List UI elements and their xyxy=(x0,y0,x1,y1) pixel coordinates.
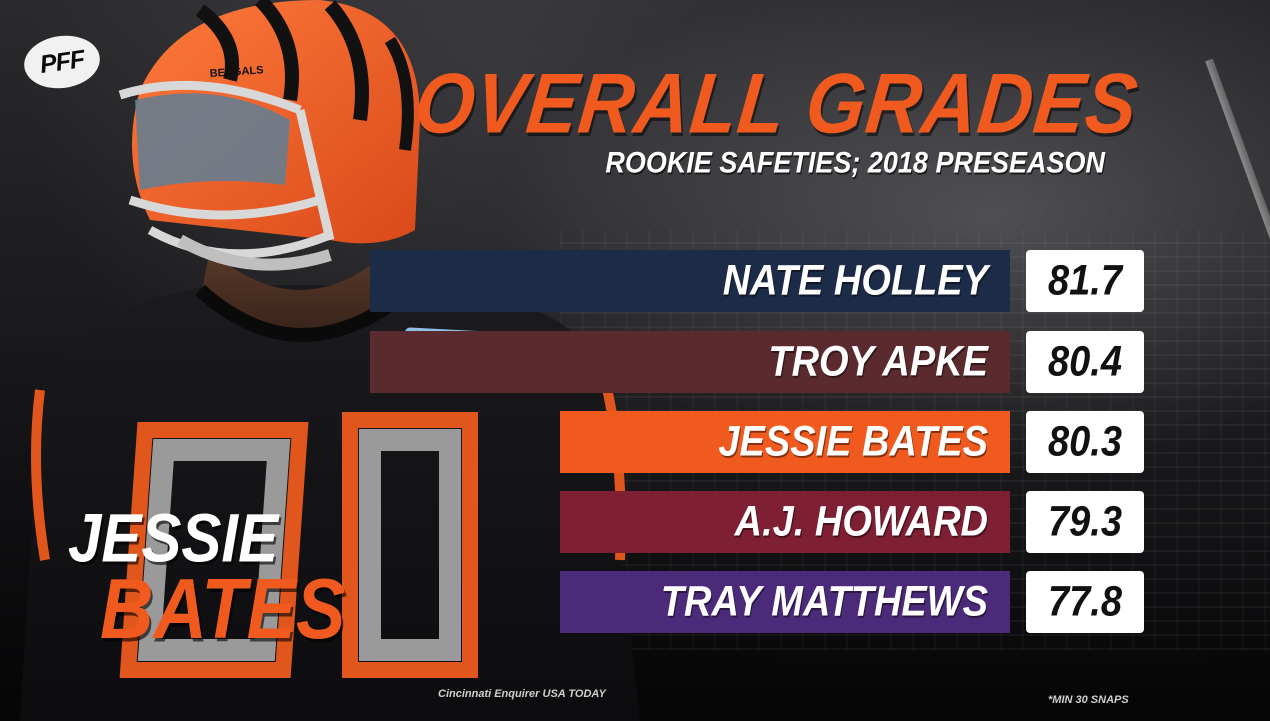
ranking-grade-4: 79.3 xyxy=(1026,491,1144,553)
featured-last-name: BATES xyxy=(100,561,346,657)
footnote: *MIN 30 SNAPS xyxy=(1048,694,1129,706)
ranking-bar-2: TROY APKE xyxy=(370,331,1010,393)
pff-logo-text: PFF xyxy=(38,44,86,79)
neck xyxy=(200,250,400,330)
ranking-name-1: NATE HOLLEY xyxy=(722,256,988,304)
ranking-grade-2: 80.4 xyxy=(1026,331,1144,393)
visor xyxy=(135,93,290,190)
chart-subtitle: ROOKIE SAFETIES; 2018 PRESEASON xyxy=(605,146,1105,179)
ranking-name-2: TROY APKE xyxy=(768,337,988,385)
ranking-bar-3: JESSIE BATES xyxy=(560,411,1010,473)
jersey xyxy=(20,285,640,721)
jersey-number xyxy=(119,412,478,678)
ranking-bar-4: A.J. HOWARD xyxy=(560,491,1010,553)
chart-title: OVERALL GRADES xyxy=(410,56,1143,152)
ranking-name-4: A.J. HOWARD xyxy=(734,497,988,545)
ranking-grade-3: 80.3 xyxy=(1026,411,1144,473)
ranking-grade-5: 77.8 xyxy=(1026,571,1144,633)
ranking-grade-1: 81.7 xyxy=(1026,250,1144,312)
ranking-bar-1: NATE HOLLEY xyxy=(370,250,1010,312)
ranking-name-5: TRAY MATTHEWS xyxy=(660,577,988,625)
featured-first-name: JESSIE xyxy=(68,499,279,577)
ranking-bar-5: TRAY MATTHEWS xyxy=(560,571,1010,633)
photo-credit: Cincinnati Enquirer USA TODAY xyxy=(438,688,606,700)
ranking-name-3: JESSIE BATES xyxy=(718,417,988,465)
helmet xyxy=(118,0,420,271)
helmet-text: BENGALS xyxy=(209,64,263,80)
